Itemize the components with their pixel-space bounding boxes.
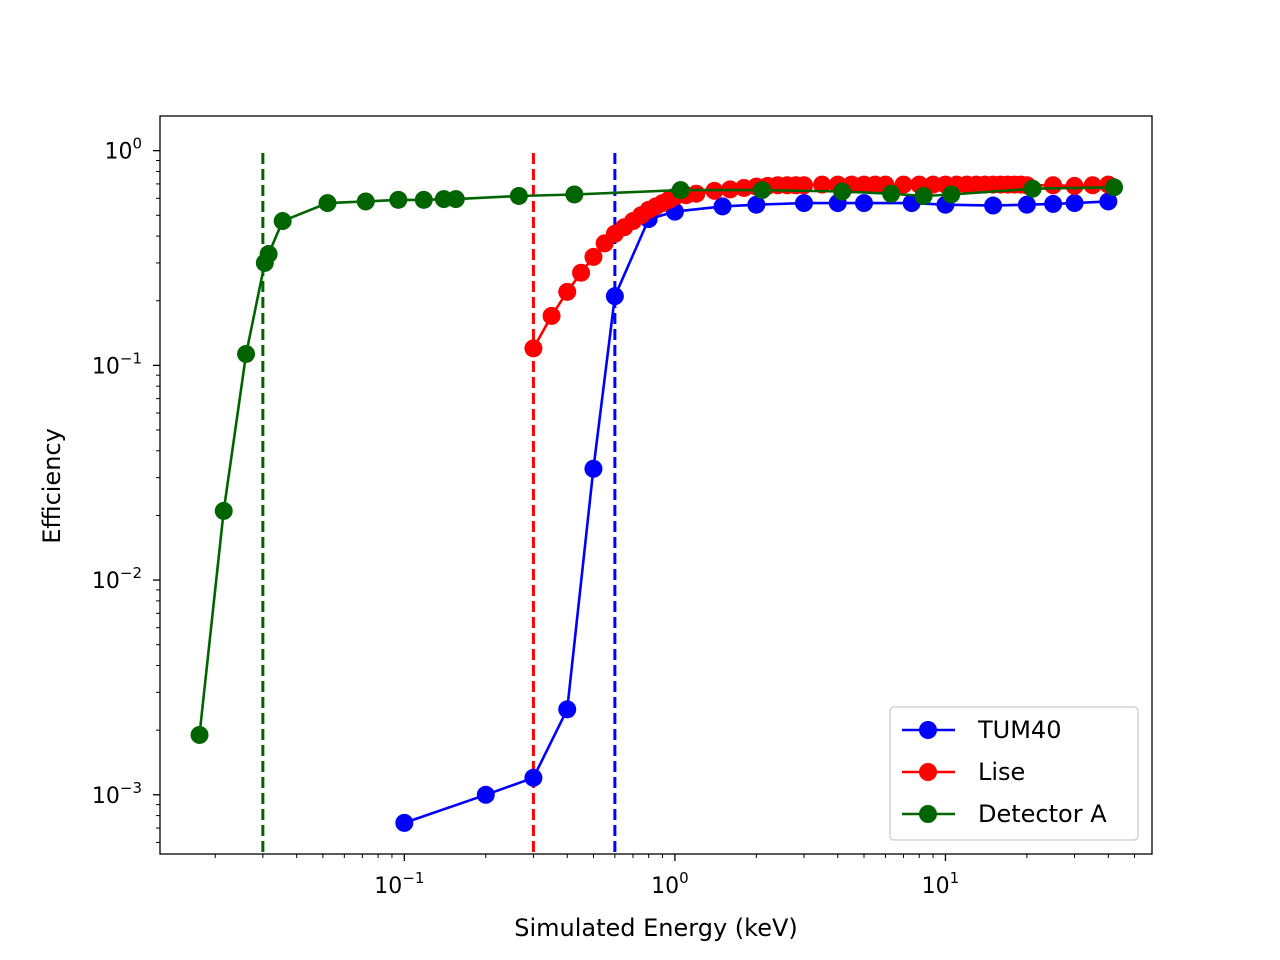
data-point-detector-a xyxy=(356,192,375,211)
data-point-tum40 xyxy=(524,768,543,787)
legend-item-lise: Lise xyxy=(902,758,1025,786)
legend-marker xyxy=(919,805,937,823)
y-axis-label: Efficiency xyxy=(38,428,66,544)
y-tick-label-exponent: −3 xyxy=(120,779,142,797)
data-point-detector-a xyxy=(753,181,772,200)
data-point-tum40 xyxy=(1065,194,1084,213)
data-point-detector-a xyxy=(1105,178,1124,197)
data-point-detector-a xyxy=(509,186,528,205)
data-point-lise xyxy=(894,175,913,194)
major-ticks xyxy=(153,149,947,861)
data-point-detector-a xyxy=(671,181,690,200)
data-point-tum40 xyxy=(1099,192,1118,211)
y-tick-label-base: 10 xyxy=(92,569,120,594)
data-point-lise xyxy=(584,247,603,266)
y-tick-label-base: 10 xyxy=(92,354,120,379)
y-tick-label: 10−1 xyxy=(92,349,142,379)
data-point-tum40 xyxy=(584,459,603,478)
data-point-detector-a xyxy=(273,212,292,231)
x-tick-label-base: 10 xyxy=(374,874,402,899)
data-point-detector-a xyxy=(318,194,337,213)
y-tick-label-exponent: −1 xyxy=(120,349,142,367)
y-tick-label-exponent: 0 xyxy=(132,135,142,153)
plot-frame xyxy=(159,115,1153,855)
legend-item-tum40: TUM40 xyxy=(902,716,1061,744)
y-tick-label: 10−2 xyxy=(92,564,142,594)
data-point-detector-a xyxy=(565,185,584,204)
series-layer xyxy=(190,175,1124,832)
data-point-lise xyxy=(524,339,543,358)
minor-ticks xyxy=(156,159,1136,858)
data-point-detector-a xyxy=(237,344,256,363)
data-point-lise xyxy=(1044,176,1063,195)
x-tick-label: 101 xyxy=(922,869,960,899)
series-detector-a xyxy=(190,178,1124,744)
x-tick-label-exponent: 1 xyxy=(950,869,960,887)
x-tick-label-base: 10 xyxy=(922,874,950,899)
data-point-tum40 xyxy=(605,287,624,306)
data-point-detector-a xyxy=(882,184,901,203)
data-point-lise xyxy=(572,263,591,282)
data-point-tum40 xyxy=(855,194,874,213)
legend-item-detector-a: Detector A xyxy=(902,800,1107,828)
y-tick-label: 10−3 xyxy=(92,779,142,809)
data-point-tum40 xyxy=(1017,195,1036,214)
x-tick-label-exponent: −1 xyxy=(402,869,424,887)
legend-label: TUM40 xyxy=(977,716,1061,744)
data-point-lise xyxy=(813,175,832,194)
legend-box xyxy=(889,706,1139,841)
data-point-tum40 xyxy=(984,196,1003,215)
y-tick-label-exponent: −2 xyxy=(120,564,142,582)
y-tick-label-base: 10 xyxy=(104,140,132,165)
data-point-lise xyxy=(1083,176,1102,195)
data-point-detector-a xyxy=(389,190,408,209)
series-lise xyxy=(524,175,1118,358)
data-point-lise xyxy=(687,184,706,203)
x-tick-label-base: 10 xyxy=(651,874,679,899)
data-point-detector-a xyxy=(914,186,933,205)
y-tick-label: 100 xyxy=(104,135,142,165)
legend: TUM40 Lise Detector A xyxy=(889,706,1139,841)
legend-label: Detector A xyxy=(978,800,1107,828)
data-point-detector-a xyxy=(190,725,209,744)
data-point-tum40 xyxy=(713,197,732,216)
data-point-detector-a xyxy=(414,190,433,209)
series-tum40 xyxy=(395,192,1118,832)
x-tick-label: 10−1 xyxy=(374,869,424,899)
data-point-detector-a xyxy=(833,182,852,201)
data-point-tum40 xyxy=(558,700,577,719)
data-point-tum40 xyxy=(395,813,414,832)
x-tick-label: 100 xyxy=(651,869,689,899)
data-point-tum40 xyxy=(794,194,813,213)
x-axis-label: Simulated Energy (keV) xyxy=(514,914,798,942)
data-point-lise xyxy=(542,306,561,325)
data-point-detector-a xyxy=(942,185,961,204)
data-point-lise xyxy=(558,282,577,301)
data-point-tum40 xyxy=(476,785,495,804)
legend-label: Lise xyxy=(978,758,1025,786)
data-point-detector-a xyxy=(1023,179,1042,198)
data-point-tum40 xyxy=(747,195,766,214)
data-point-tum40 xyxy=(1044,194,1063,213)
y-tick-label-base: 10 xyxy=(92,784,120,809)
legend-marker xyxy=(919,763,937,781)
data-point-lise xyxy=(1065,176,1084,195)
data-point-detector-a xyxy=(446,190,465,209)
data-point-detector-a xyxy=(214,501,233,520)
x-tick-label-exponent: 0 xyxy=(679,869,689,887)
data-point-detector-a xyxy=(259,245,278,264)
legend-marker xyxy=(919,721,937,739)
